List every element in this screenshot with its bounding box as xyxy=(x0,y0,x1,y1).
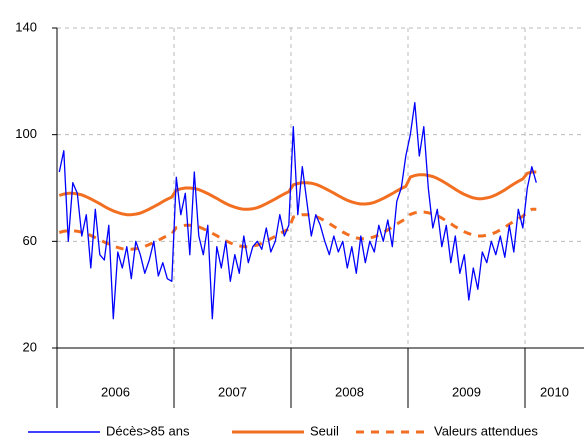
series-line xyxy=(58,102,537,320)
y-tick-label: 20 xyxy=(23,339,37,354)
legend-label: Décès>85 ans xyxy=(106,423,190,436)
x-tick-label: 2006 xyxy=(101,384,130,399)
y-tick-label: 100 xyxy=(15,126,37,141)
series-line xyxy=(58,170,537,217)
y-tick-label: 60 xyxy=(23,233,37,248)
x-tick-label: 2010 xyxy=(540,384,569,399)
legend-label: Seuil xyxy=(310,423,339,436)
y-tick-label: 140 xyxy=(15,19,37,34)
legend-label: Valeurs attendues xyxy=(434,423,538,436)
x-tick-label: 2009 xyxy=(452,384,481,399)
series-line xyxy=(58,207,537,251)
x-tick-label: 2008 xyxy=(335,384,364,399)
x-tick-label: 2007 xyxy=(218,384,247,399)
